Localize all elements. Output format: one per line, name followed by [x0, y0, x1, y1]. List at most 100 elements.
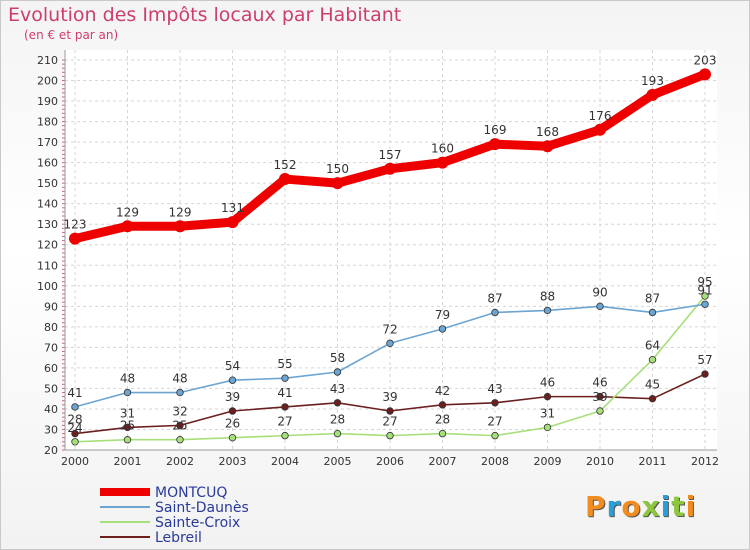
data-label: 64 — [645, 339, 660, 353]
x-tick-label: 2002 — [166, 455, 194, 468]
data-point — [123, 436, 132, 444]
data-label: 95 — [697, 275, 712, 289]
data-label: 168 — [536, 125, 559, 139]
x-tick-label: 2004 — [271, 455, 299, 468]
y-tick-label: 100 — [37, 280, 58, 293]
y-tick-label: 120 — [37, 239, 58, 252]
data-point — [699, 68, 711, 81]
data-label: 55 — [277, 357, 292, 371]
y-tick-label: 200 — [37, 75, 58, 88]
legend-label: Sainte-Croix — [155, 515, 240, 531]
data-label: 150 — [326, 162, 349, 176]
y-tick-label: 60 — [44, 362, 58, 375]
data-label: 28 — [435, 413, 450, 427]
data-point — [333, 399, 342, 407]
data-point — [281, 431, 289, 440]
x-tick-label: 2011 — [639, 455, 667, 468]
data-point — [701, 370, 709, 378]
data-label: 28 — [67, 413, 82, 427]
data-point — [279, 173, 291, 186]
data-point — [176, 421, 184, 430]
data-label: 39 — [592, 390, 607, 404]
y-tick-label: 170 — [37, 136, 58, 149]
data-point — [594, 123, 606, 136]
data-label: 42 — [435, 384, 450, 398]
data-label: 54 — [225, 359, 240, 373]
y-tick-label: 140 — [37, 198, 58, 211]
data-point — [543, 423, 552, 432]
data-point — [438, 401, 447, 409]
data-label: 160 — [431, 142, 454, 156]
data-label: 169 — [484, 123, 507, 137]
data-point — [123, 423, 132, 432]
data-label: 46 — [592, 376, 607, 390]
data-label: 43 — [330, 382, 345, 396]
data-point — [648, 394, 657, 403]
chart-title: Evolution des Impôts locaux par Habitant — [8, 4, 402, 26]
x-tick-label: 2000 — [61, 455, 89, 468]
logo-letter: t — [671, 490, 686, 523]
data-point — [71, 403, 79, 411]
data-point — [701, 300, 709, 308]
legend-label: Saint-Daunès — [155, 500, 249, 516]
data-label: 26 — [225, 417, 240, 431]
y-tick-label: 150 — [37, 177, 58, 190]
data-point — [491, 431, 499, 440]
logo-letter: r — [606, 490, 622, 523]
data-label: 129 — [169, 205, 192, 219]
data-label: 39 — [225, 390, 240, 404]
data-point — [648, 355, 657, 364]
x-tick-label: 2003 — [219, 455, 247, 468]
data-point — [541, 140, 554, 153]
data-point — [69, 232, 81, 245]
data-label: 46 — [540, 376, 555, 390]
data-label: 31 — [120, 406, 135, 420]
logo-letter: o — [621, 490, 642, 523]
y-tick-label: 30 — [44, 423, 58, 436]
data-point — [596, 407, 604, 415]
data-label: 48 — [172, 372, 187, 386]
data-point — [543, 392, 552, 401]
x-tick-label: 2001 — [114, 455, 142, 468]
data-label: 32 — [172, 404, 187, 418]
data-point — [386, 407, 394, 415]
data-point — [121, 220, 134, 233]
data-point — [491, 399, 499, 407]
data-point — [281, 403, 289, 411]
data-point — [543, 306, 552, 315]
data-label: 87 — [645, 291, 660, 305]
logo-letter: P — [585, 490, 607, 523]
y-tick-label: 40 — [44, 403, 58, 416]
data-point — [384, 162, 396, 175]
data-label: 48 — [120, 372, 135, 386]
data-label: 152 — [274, 158, 297, 172]
x-tick-label: 2012 — [691, 455, 719, 468]
data-point — [491, 308, 499, 317]
y-tick-label: 20 — [44, 444, 58, 457]
data-label: 41 — [277, 386, 292, 400]
data-label: 129 — [116, 205, 139, 219]
logo-letter: i — [660, 490, 672, 523]
data-point — [489, 138, 501, 151]
y-tick-label: 90 — [44, 300, 58, 313]
logo-letter: i — [685, 490, 697, 523]
data-label: 203 — [694, 53, 717, 67]
legend-label: MONTCUQ — [155, 485, 227, 501]
plot-area — [65, 50, 717, 450]
data-point — [333, 429, 342, 438]
data-label: 28 — [330, 413, 345, 427]
data-label: 25 — [172, 419, 187, 433]
data-label: 57 — [697, 353, 712, 367]
data-point — [281, 374, 289, 382]
data-point — [438, 325, 447, 333]
data-point — [386, 339, 394, 347]
data-point — [228, 433, 237, 442]
y-tick-label: 180 — [37, 116, 58, 129]
proxiti-logo: Proxiti — [585, 490, 696, 523]
data-label: 91 — [697, 283, 712, 297]
data-point — [71, 438, 79, 446]
logo-letter: x — [641, 490, 661, 523]
x-tick-label: 2006 — [376, 455, 404, 468]
data-point — [701, 292, 709, 300]
